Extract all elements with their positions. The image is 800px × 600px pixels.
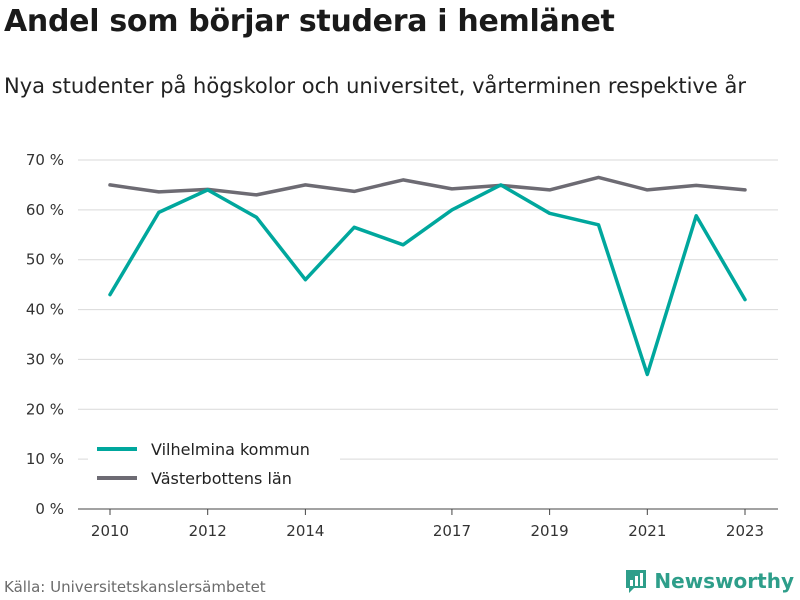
y-tick-label: 20 % — [26, 400, 64, 418]
chart-title: Andel som börjar studera i hemlänet — [4, 4, 615, 39]
legend-label: Vilhelmina kommun — [151, 440, 310, 459]
x-tick-label: 2010 — [91, 522, 129, 540]
x-tick-label: 2023 — [726, 522, 764, 540]
brand-name: Newsworthy — [654, 569, 794, 593]
y-tick-label: 10 % — [26, 450, 64, 468]
x-axis-ticks: 2010 2012 2014 2017 2019 2021 2023 — [91, 509, 764, 540]
y-tick-label: 40 % — [26, 301, 64, 319]
y-tick-label: 60 % — [26, 201, 64, 219]
source-note: Källa: Universitetskanslersämbetet — [4, 578, 266, 596]
x-tick-label: 2019 — [531, 522, 569, 540]
series-lines — [108, 175, 747, 377]
y-tick-label: 50 % — [26, 251, 64, 269]
legend-label: Västerbottens län — [151, 469, 292, 488]
y-tick-label: 30 % — [26, 350, 64, 368]
y-axis-ticks: 0 % 10 % 20 % 30 % 40 % 50 % 60 % 70 % — [26, 151, 64, 518]
series-line-vasterbotten — [108, 175, 747, 197]
chart-subtitle: Nya studenter på högskolor och universit… — [4, 74, 746, 98]
x-tick-label: 2012 — [189, 522, 227, 540]
legend: Vilhelmina kommun Västerbottens län — [88, 434, 340, 498]
brand-logo: Newsworthy — [624, 568, 794, 594]
x-tick-label: 2021 — [628, 522, 666, 540]
series-line-vilhelmina — [108, 183, 747, 377]
grid-lines — [78, 159, 778, 510]
y-tick-label: 0 % — [35, 500, 64, 518]
newsworthy-logo-icon — [626, 570, 647, 593]
y-tick-label: 70 % — [26, 151, 64, 169]
x-tick-label: 2014 — [286, 522, 324, 540]
legend-background — [88, 434, 340, 498]
x-tick-label: 2017 — [433, 522, 471, 540]
